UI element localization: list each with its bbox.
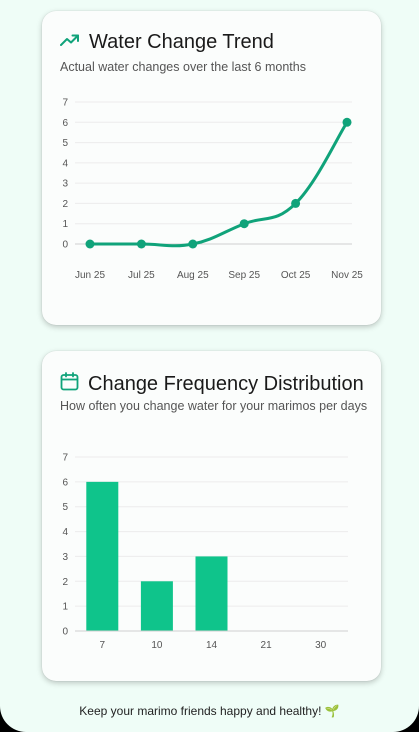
- card-title: Change Frequency Distribution: [88, 372, 364, 395]
- x-tick-label: Aug 25: [177, 270, 209, 281]
- y-tick-label: 7: [62, 453, 68, 464]
- y-tick-label: 2: [62, 577, 68, 588]
- x-tick-label: 10: [151, 640, 163, 651]
- data-point: [239, 219, 249, 229]
- bar: [86, 481, 119, 631]
- y-tick-label: 1: [62, 602, 68, 613]
- y-tick-label: 4: [62, 527, 68, 538]
- y-tick-label: 6: [62, 477, 68, 488]
- card-subtitle: Actual water changes over the last 6 mon…: [60, 60, 306, 74]
- water-change-trend-card: Water Change Trend Actual water changes …: [42, 11, 381, 325]
- y-tick-label: 0: [62, 627, 68, 638]
- x-tick-label: Jul 25: [128, 270, 155, 281]
- data-point: [136, 239, 146, 249]
- card-header: Change Frequency Distribution: [60, 372, 364, 396]
- x-tick-label: 30: [315, 640, 327, 651]
- x-tick-label: 14: [206, 640, 218, 651]
- y-tick-label: 3: [62, 179, 68, 190]
- card-header: Water Change Trend: [60, 31, 274, 54]
- data-point: [85, 239, 95, 249]
- x-tick-label: 21: [261, 640, 273, 651]
- change-frequency-card: Change Frequency Distribution How often …: [42, 351, 381, 681]
- series-line: [88, 120, 349, 248]
- x-tick-label: Nov 25: [331, 270, 363, 281]
- card-subtitle: How often you change water for your mari…: [60, 399, 368, 413]
- y-tick-label: 5: [62, 138, 68, 149]
- x-tick-label: 7: [100, 640, 106, 651]
- y-tick-label: 4: [62, 158, 68, 169]
- y-tick-label: 7: [62, 98, 68, 109]
- x-tick-label: Sep 25: [228, 270, 260, 281]
- bar-chart: 0 1 2 3 4 5 6 7 7 10 14 21 30: [62, 453, 348, 651]
- line-chart: 0 1 2 3 4 5 6 7 Jun 25 Jul 25 Aug 25 Sep 25 Oct 25 No…: [62, 98, 363, 282]
- x-tick-label: Jun 25: [75, 270, 105, 281]
- y-tick-label: 2: [62, 199, 68, 210]
- data-point: [291, 198, 301, 208]
- bar: [195, 556, 228, 631]
- y-tick-label: 0: [62, 240, 68, 251]
- trending-up-icon: [60, 33, 80, 52]
- y-tick-label: 3: [62, 552, 68, 563]
- footer-message: Keep your marimo friends happy and healt…: [79, 704, 340, 718]
- bar: [140, 581, 173, 631]
- data-point: [188, 239, 198, 249]
- data-point: [342, 117, 352, 127]
- y-tick-label: 6: [62, 118, 68, 129]
- card-title: Water Change Trend: [89, 31, 274, 53]
- y-tick-label: 1: [62, 219, 68, 230]
- y-tick-label: 5: [62, 502, 68, 513]
- calendar-icon: [60, 372, 79, 396]
- x-tick-label: Oct 25: [281, 270, 311, 281]
